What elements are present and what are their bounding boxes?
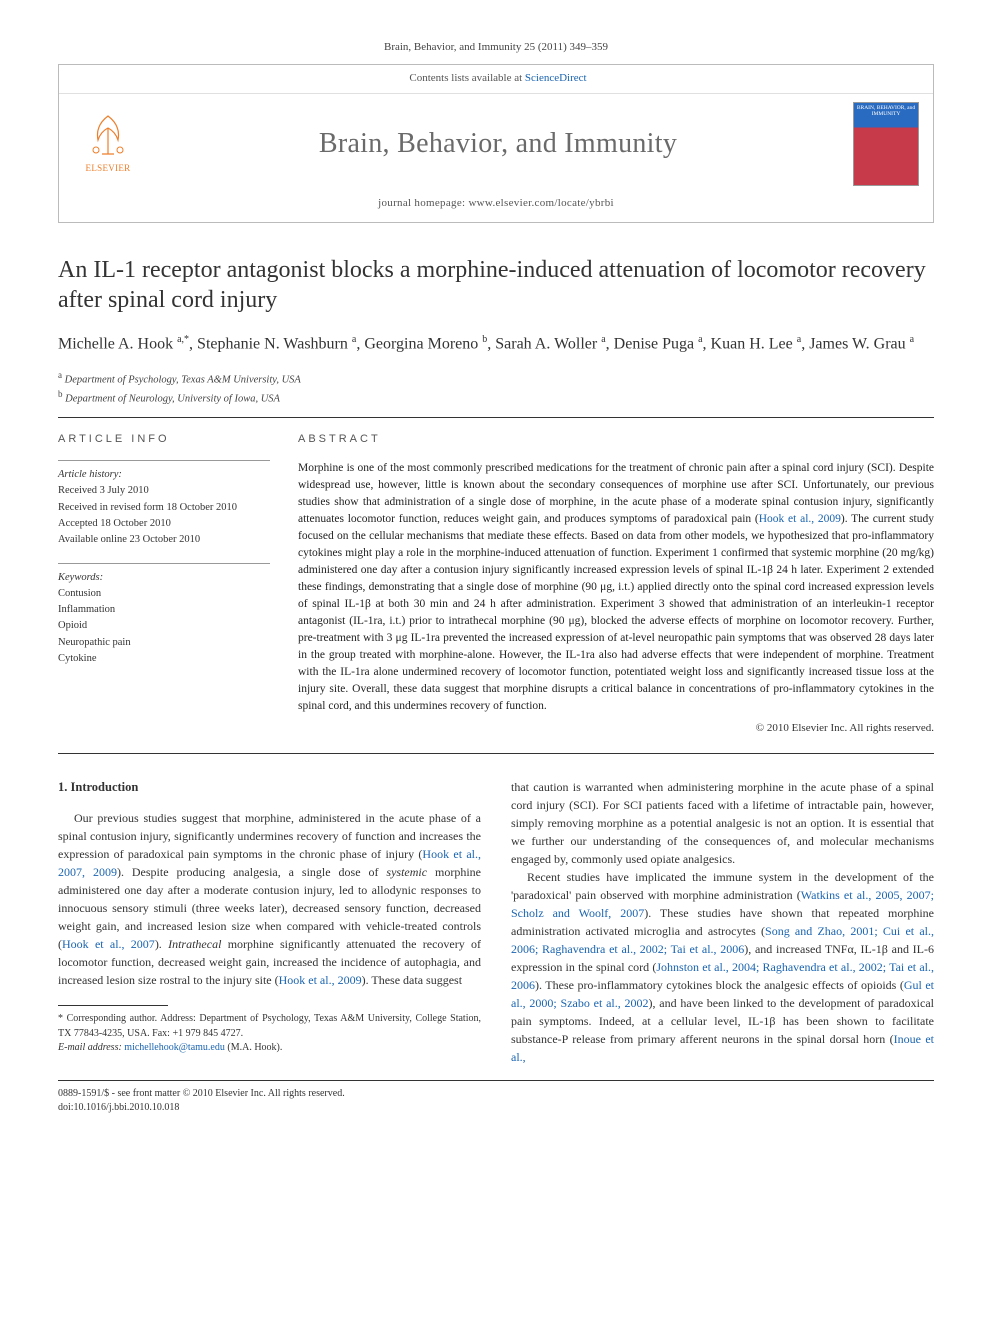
keyword: Contusion [58, 586, 270, 602]
keywords-block: Keywords: ContusionInflammationOpioidNeu… [58, 563, 270, 668]
contents-prefix: Contents lists available at [409, 72, 524, 84]
sciencedirect-link[interactable]: ScienceDirect [525, 72, 587, 84]
elsevier-tree-icon [86, 112, 130, 160]
affiliation-line: a Department of Psychology, Texas A&M Un… [58, 369, 934, 388]
intro-para-3: Recent studies have implicated the immun… [511, 868, 934, 1066]
abstract-copyright: © 2010 Elsevier Inc. All rights reserved… [298, 721, 934, 737]
publisher-logo: ELSEVIER [73, 112, 143, 175]
footnotes: * Corresponding author. Address: Departm… [58, 1012, 481, 1056]
cover-text: BRAIN, BEHAVIOR, and IMMUNITY [856, 105, 916, 117]
article-history-block: Article history: Received 3 July 2010Rec… [58, 460, 270, 548]
divider-rule [58, 417, 934, 418]
bottom-rule [58, 1080, 934, 1081]
bottom-info-row: 0889-1591/$ - see front matter © 2010 El… [58, 1087, 934, 1115]
history-line: Available online 23 October 2010 [58, 532, 270, 548]
publisher-name: ELSEVIER [86, 162, 131, 175]
email-label: E-mail address: [58, 1042, 124, 1053]
homepage-url: www.elsevier.com/locate/ybrbi [468, 197, 613, 209]
full-width-rule [58, 753, 934, 754]
header-mid-row: ELSEVIER Brain, Behavior, and Immunity B… [59, 94, 933, 190]
email-line: E-mail address: michellehook@tamu.edu (M… [58, 1041, 481, 1056]
history-line: Received in revised form 18 October 2010 [58, 500, 270, 516]
section-heading-intro: 1. Introduction [58, 778, 481, 797]
doi-line: doi:10.1016/j.bbi.2010.10.018 [58, 1101, 345, 1115]
body-left-column: 1. Introduction Our previous studies sug… [58, 778, 481, 1066]
homepage-prefix: journal homepage: [378, 197, 468, 209]
history-label: Article history: [58, 467, 270, 483]
intro-para-2: that caution is warranted when administe… [511, 778, 934, 868]
journal-header: Contents lists available at ScienceDirec… [58, 64, 934, 223]
front-matter-line: 0889-1591/$ - see front matter © 2010 El… [58, 1087, 345, 1101]
journal-cover-thumb: BRAIN, BEHAVIOR, and IMMUNITY [853, 102, 919, 186]
abstract-heading: ABSTRACT [298, 432, 934, 448]
info-abstract-row: ARTICLE INFO Article history: Received 3… [58, 432, 934, 737]
bottom-left: 0889-1591/$ - see front matter © 2010 El… [58, 1087, 345, 1115]
article-title: An IL-1 receptor antagonist blocks a mor… [58, 255, 934, 315]
journal-homepage-line: journal homepage: www.elsevier.com/locat… [59, 190, 933, 222]
affiliation-line: b Department of Neurology, University of… [58, 388, 934, 407]
abstract-column: ABSTRACT Morphine is one of the most com… [298, 432, 934, 737]
abstract-text: Morphine is one of the most commonly pre… [298, 460, 934, 715]
body-right-column: that caution is warranted when administe… [511, 778, 934, 1066]
contents-available: Contents lists available at ScienceDirec… [143, 71, 853, 87]
header-top-row: Contents lists available at ScienceDirec… [59, 65, 933, 94]
author-list: Michelle A. Hook a,*, Stephanie N. Washb… [58, 333, 934, 355]
corresponding-author-note: * Corresponding author. Address: Departm… [58, 1012, 481, 1041]
keyword: Cytokine [58, 651, 270, 667]
article-info-column: ARTICLE INFO Article history: Received 3… [58, 432, 270, 737]
email-paren: (M.A. Hook). [225, 1042, 283, 1053]
affiliations: a Department of Psychology, Texas A&M Un… [58, 369, 934, 408]
author-email-link[interactable]: michellehook@tamu.edu [124, 1042, 225, 1053]
footnote-rule [58, 1005, 168, 1006]
keyword: Inflammation [58, 602, 270, 618]
journal-title: Brain, Behavior, and Immunity [143, 124, 853, 165]
body-two-column: 1. Introduction Our previous studies sug… [58, 778, 934, 1066]
keyword: Opioid [58, 618, 270, 634]
citation-line: Brain, Behavior, and Immunity 25 (2011) … [58, 40, 934, 56]
intro-para-1: Our previous studies suggest that morphi… [58, 809, 481, 989]
keyword: Neuropathic pain [58, 635, 270, 651]
article-info-heading: ARTICLE INFO [58, 432, 270, 448]
keywords-label: Keywords: [58, 570, 270, 586]
history-line: Accepted 18 October 2010 [58, 516, 270, 532]
history-line: Received 3 July 2010 [58, 483, 270, 499]
